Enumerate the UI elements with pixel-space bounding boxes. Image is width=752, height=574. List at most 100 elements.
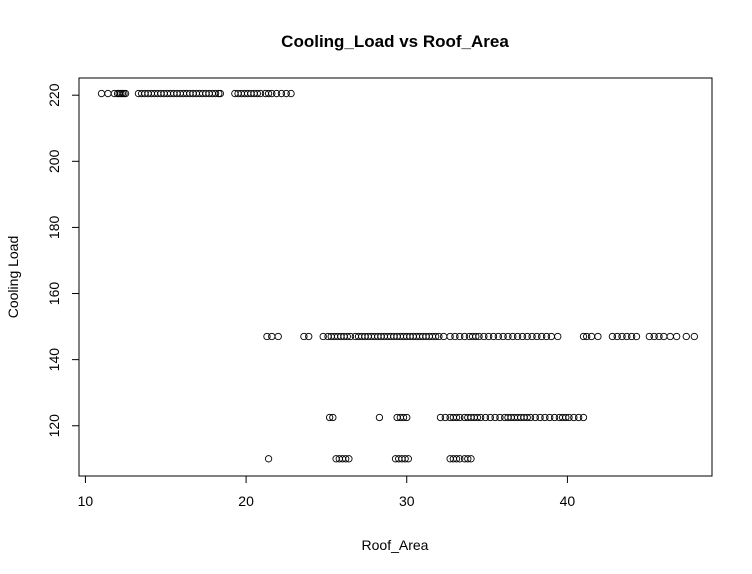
data-points xyxy=(97,89,698,463)
data-point xyxy=(287,89,295,98)
data-point xyxy=(523,332,531,341)
data-point xyxy=(587,332,596,341)
data-point xyxy=(645,332,653,341)
data-point xyxy=(282,89,290,98)
data-point xyxy=(436,413,445,422)
data-point xyxy=(583,332,591,341)
data-point xyxy=(441,413,449,422)
data-point xyxy=(274,332,282,341)
data-point xyxy=(666,332,674,341)
data-point xyxy=(673,332,681,341)
data-point xyxy=(655,332,663,341)
data-point xyxy=(404,455,412,463)
data-point xyxy=(268,332,276,341)
data-point xyxy=(526,413,535,422)
data-point xyxy=(472,332,480,341)
data-point xyxy=(546,413,554,422)
data-point xyxy=(456,332,464,341)
data-point xyxy=(211,89,220,98)
data-point xyxy=(399,413,408,422)
data-point xyxy=(509,332,517,341)
data-point xyxy=(440,332,448,341)
data-point xyxy=(272,89,281,98)
data-point xyxy=(464,455,472,463)
data-point xyxy=(435,332,443,341)
data-point xyxy=(528,332,536,341)
data-point xyxy=(594,332,602,341)
data-point xyxy=(623,332,631,341)
data-point xyxy=(494,332,502,341)
data-point xyxy=(432,332,440,341)
data-point xyxy=(451,332,459,341)
data-point xyxy=(253,89,261,98)
y-axis: 120 140 160 180 200 220 xyxy=(46,83,79,437)
data-point xyxy=(518,332,527,341)
y-axis-label: Cooling Load xyxy=(5,236,21,319)
data-point xyxy=(476,413,485,422)
data-point xyxy=(542,332,551,341)
data-point xyxy=(536,413,544,422)
data-point xyxy=(650,332,658,341)
x-tick-label: 40 xyxy=(560,493,576,509)
data-point xyxy=(346,332,355,341)
x-axis-label: Roof_Area xyxy=(362,537,429,553)
data-point xyxy=(608,332,617,341)
data-point xyxy=(613,332,621,341)
data-point xyxy=(486,413,494,422)
data-point xyxy=(473,413,482,422)
data-point xyxy=(562,413,570,422)
x-tick-label: 10 xyxy=(78,493,94,509)
data-point xyxy=(579,413,588,422)
data-point xyxy=(618,332,626,341)
data-point xyxy=(513,332,522,341)
data-point xyxy=(342,455,350,463)
data-point xyxy=(325,413,334,422)
data-point xyxy=(452,455,461,463)
data-point xyxy=(121,89,130,98)
data-point xyxy=(547,332,555,341)
data-point xyxy=(533,332,541,341)
data-point xyxy=(300,332,308,341)
data-point xyxy=(216,89,225,98)
data-point xyxy=(456,455,464,463)
data-point xyxy=(491,413,499,422)
data-point xyxy=(264,455,273,463)
plot-frame xyxy=(78,77,713,477)
y-tick-label: 160 xyxy=(46,282,62,306)
x-axis: 10 20 30 40 xyxy=(78,476,576,509)
data-point xyxy=(538,332,546,341)
data-point xyxy=(570,413,578,422)
y-tick-label: 220 xyxy=(46,83,62,107)
data-point xyxy=(575,413,583,422)
data-point xyxy=(268,89,276,98)
data-point xyxy=(104,89,112,98)
data-point xyxy=(319,332,327,341)
data-point xyxy=(375,413,384,422)
data-point xyxy=(579,332,588,341)
data-point xyxy=(256,89,265,98)
data-point xyxy=(682,332,690,341)
data-point xyxy=(531,413,539,422)
x-tick-label: 30 xyxy=(399,493,415,509)
data-point xyxy=(467,455,475,463)
y-tick-label: 180 xyxy=(46,216,62,240)
data-point xyxy=(632,332,641,341)
data-point xyxy=(452,413,461,422)
chart-title: Cooling_Load vs Roof_Area xyxy=(281,32,509,51)
data-point xyxy=(541,413,549,422)
data-point xyxy=(401,455,409,463)
data-point xyxy=(485,332,493,341)
data-point xyxy=(343,332,351,341)
data-point xyxy=(345,455,353,463)
data-point xyxy=(660,332,668,341)
data-point xyxy=(475,332,483,341)
data-point xyxy=(565,413,573,422)
data-point xyxy=(504,332,512,341)
data-point xyxy=(277,89,286,98)
data-point xyxy=(264,89,273,98)
data-point xyxy=(456,413,464,422)
data-point xyxy=(329,413,337,422)
y-tick-label: 140 xyxy=(46,348,62,372)
data-point xyxy=(628,332,636,341)
data-point xyxy=(263,332,271,341)
